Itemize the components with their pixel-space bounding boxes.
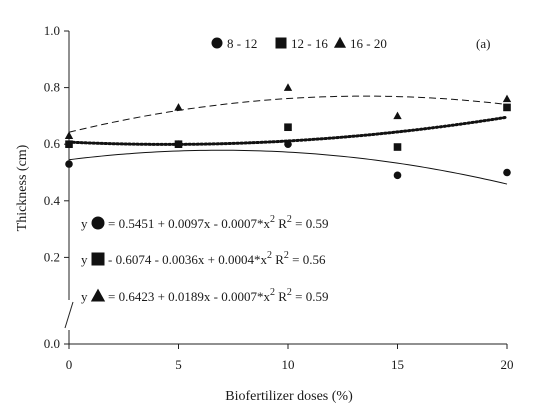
equation-r: R	[275, 216, 287, 231]
data-point-triangle	[393, 111, 402, 120]
fit-curve-triangle	[68, 95, 508, 133]
y-ticks: 0.0 0.2 0.4 0.6 0.8 1.0	[44, 23, 69, 351]
equation-exponent: 2	[270, 214, 275, 225]
data-point-triangle	[64, 131, 74, 139]
equations: y = 0.5451 + 0.0097x - 0.0007*x2 R2 = 0.5…	[81, 214, 329, 304]
equation-marker-square	[91, 252, 105, 266]
y-tick-label: 0.6	[44, 136, 61, 151]
equation-text: - 0.6074 - 0.0036x + 0.0004*x2 R2 = 0.56	[108, 250, 326, 267]
equation-text: = 0.5451 + 0.0097x - 0.0007*x2 R2 = 0.59	[108, 214, 329, 231]
equation-r-value: = 0.56	[289, 252, 326, 267]
data-point-circle	[284, 140, 292, 148]
data-point-circle	[393, 171, 402, 180]
equation-r: R	[272, 252, 284, 267]
legend-label: 8 - 12	[227, 36, 257, 51]
y-axis-title: Thickness (cm)	[15, 144, 30, 231]
data-point-square	[65, 140, 73, 148]
x-tick-label: 20	[501, 357, 514, 372]
equation-exponent: 2	[270, 287, 275, 298]
equation-prefix: y	[81, 216, 88, 231]
data-point-triangle	[502, 94, 512, 103]
equation-marker-circle	[91, 216, 105, 230]
legend-label: 12 - 16	[291, 36, 328, 51]
panel-label: (a)	[476, 36, 490, 51]
data-point-circle	[503, 168, 511, 177]
legend-marker-square	[275, 37, 287, 49]
equation-prefix: y	[81, 252, 88, 267]
legend-marker-circle	[211, 37, 223, 49]
data-point-square	[393, 143, 402, 151]
equation-r: R	[275, 289, 287, 304]
data-point-square	[284, 123, 292, 132]
legend-marker-triangle	[333, 36, 347, 48]
x-tick-label: 10	[282, 357, 295, 372]
y-tick-label: 0.2	[44, 249, 60, 264]
equation-exponent: 2	[267, 250, 272, 261]
y-tick-label: 0.8	[44, 80, 60, 95]
data-point-circle	[65, 160, 73, 168]
x-axis-title: Biofertilizer doses (%)	[225, 389, 353, 404]
data-point-triangle	[283, 83, 293, 91]
equation-r-exponent: 2	[287, 214, 292, 225]
equation-text: = 0.6423 + 0.0189x - 0.0007*x2 R2 = 0.59	[108, 287, 329, 304]
axis-break-mark	[64, 301, 74, 329]
x-ticks: 0 5 10 15 20	[66, 344, 514, 372]
y-tick-label: 0.4	[44, 193, 61, 208]
equation-r-exponent: 2	[287, 287, 292, 298]
y-tick-label: 1.0	[44, 23, 60, 38]
equation-r-value: = 0.59	[292, 216, 329, 231]
x-tick-label: 0	[66, 357, 73, 372]
equation-prefix: y	[81, 289, 88, 304]
fit-curves	[67, 95, 509, 185]
equation-marker-triangle	[90, 288, 106, 302]
equation-r-exponent: 2	[284, 250, 289, 261]
x-tick-label: 5	[175, 357, 182, 372]
equation-r-value: = 0.59	[292, 289, 329, 304]
data-points	[64, 83, 512, 180]
data-point-square	[174, 140, 183, 148]
legend-label: 16 - 20	[350, 36, 387, 51]
legend: 8 - 12 12 - 16 16 - 20	[211, 36, 387, 51]
fit-curve-circle	[68, 149, 508, 185]
data-point-square	[503, 103, 511, 112]
data-point-triangle	[174, 103, 183, 111]
x-tick-label: 15	[391, 357, 404, 372]
y-tick-label: 0.0	[44, 336, 60, 351]
